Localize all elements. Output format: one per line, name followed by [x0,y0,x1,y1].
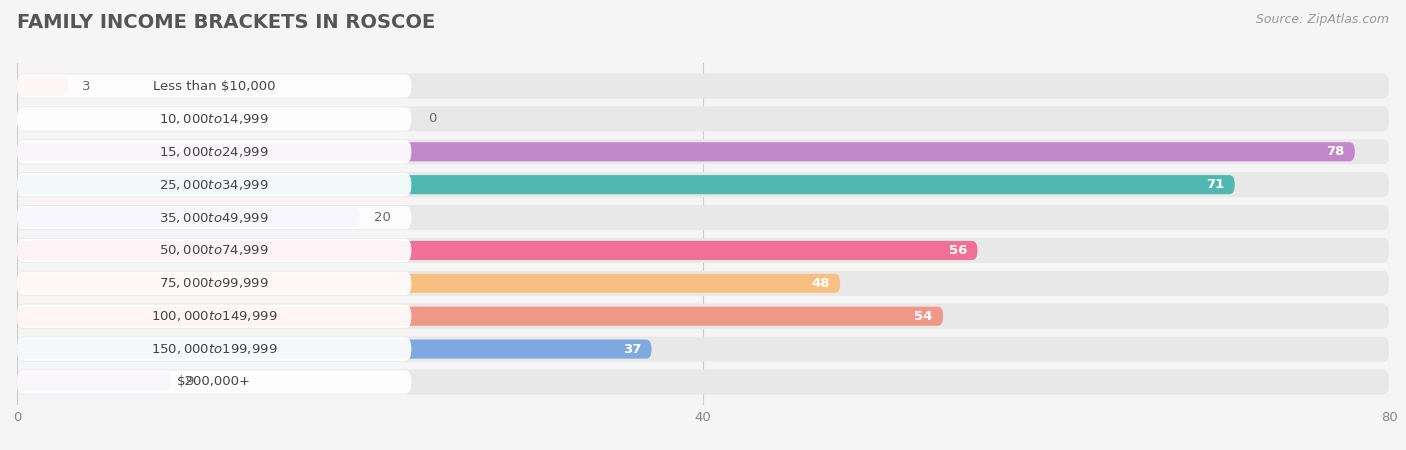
FancyBboxPatch shape [17,337,1389,362]
FancyBboxPatch shape [17,142,1355,161]
FancyBboxPatch shape [17,340,651,359]
Text: 71: 71 [1206,178,1225,191]
FancyBboxPatch shape [17,175,1234,194]
FancyBboxPatch shape [17,140,412,163]
FancyBboxPatch shape [17,173,412,196]
FancyBboxPatch shape [17,106,1389,131]
Text: $35,000 to $49,999: $35,000 to $49,999 [159,211,269,225]
Text: $15,000 to $24,999: $15,000 to $24,999 [159,145,269,159]
Text: FAMILY INCOME BRACKETS IN ROSCOE: FAMILY INCOME BRACKETS IN ROSCOE [17,14,434,32]
FancyBboxPatch shape [17,76,69,95]
FancyBboxPatch shape [17,74,412,98]
Text: $75,000 to $99,999: $75,000 to $99,999 [159,276,269,290]
Text: $50,000 to $74,999: $50,000 to $74,999 [159,243,269,257]
FancyBboxPatch shape [17,239,412,262]
FancyBboxPatch shape [17,370,412,394]
FancyBboxPatch shape [17,107,412,130]
Text: $25,000 to $34,999: $25,000 to $34,999 [159,178,269,192]
Text: Source: ZipAtlas.com: Source: ZipAtlas.com [1256,14,1389,27]
FancyBboxPatch shape [17,306,943,326]
Text: $150,000 to $199,999: $150,000 to $199,999 [150,342,277,356]
FancyBboxPatch shape [17,238,1389,263]
Text: $10,000 to $14,999: $10,000 to $14,999 [159,112,269,126]
FancyBboxPatch shape [17,272,412,295]
FancyBboxPatch shape [17,172,1389,197]
FancyBboxPatch shape [17,208,360,227]
Text: 37: 37 [623,342,641,356]
FancyBboxPatch shape [17,373,172,392]
Text: 9: 9 [186,375,194,388]
FancyBboxPatch shape [17,205,1389,230]
FancyBboxPatch shape [17,274,841,293]
FancyBboxPatch shape [17,140,1389,164]
Text: 20: 20 [374,211,391,224]
FancyBboxPatch shape [17,305,412,328]
FancyBboxPatch shape [17,206,412,229]
Text: 56: 56 [949,244,967,257]
FancyBboxPatch shape [17,369,1389,395]
Text: 78: 78 [1326,145,1344,158]
Text: 3: 3 [82,80,90,93]
FancyBboxPatch shape [17,304,1389,328]
Text: $100,000 to $149,999: $100,000 to $149,999 [150,309,277,323]
Text: 0: 0 [429,112,437,126]
Text: $200,000+: $200,000+ [177,375,252,388]
FancyBboxPatch shape [17,73,1389,99]
Text: Less than $10,000: Less than $10,000 [153,80,276,93]
FancyBboxPatch shape [17,271,1389,296]
FancyBboxPatch shape [17,241,977,260]
FancyBboxPatch shape [17,338,412,361]
Text: 48: 48 [811,277,830,290]
Text: 54: 54 [914,310,932,323]
